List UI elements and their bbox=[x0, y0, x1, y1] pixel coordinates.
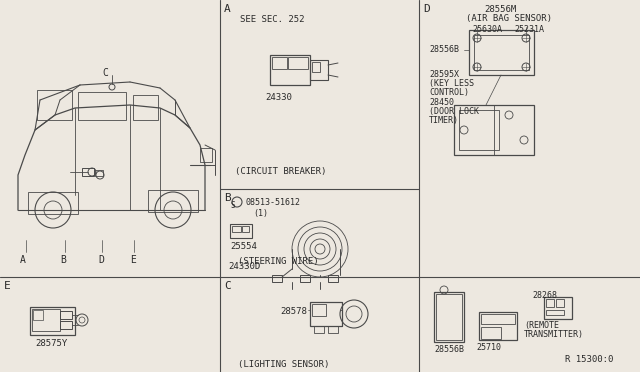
Bar bbox=[469, 30, 534, 75]
Bar bbox=[300, 275, 310, 282]
Text: (LIGHTING SENSOR): (LIGHTING SENSOR) bbox=[238, 360, 330, 369]
Text: A: A bbox=[224, 4, 231, 14]
Text: 28556B: 28556B bbox=[429, 45, 459, 54]
Bar bbox=[454, 105, 534, 155]
Bar bbox=[270, 55, 310, 85]
Text: (REMOTE: (REMOTE bbox=[524, 321, 559, 330]
Bar bbox=[148, 190, 198, 212]
Bar bbox=[230, 224, 252, 238]
Text: (CIRCUIT BREAKER): (CIRCUIT BREAKER) bbox=[235, 167, 326, 176]
Bar bbox=[310, 60, 328, 80]
Bar bbox=[328, 326, 338, 333]
Text: 28556M: 28556M bbox=[484, 5, 516, 14]
Text: C: C bbox=[102, 68, 108, 78]
Bar bbox=[242, 226, 249, 232]
Text: (AIR BAG SENSOR): (AIR BAG SENSOR) bbox=[466, 14, 552, 23]
Text: 28450: 28450 bbox=[429, 98, 454, 107]
Bar bbox=[312, 62, 320, 72]
Bar bbox=[310, 302, 342, 326]
Text: 28575Y: 28575Y bbox=[35, 339, 67, 348]
Bar bbox=[459, 110, 499, 150]
Bar bbox=[436, 294, 462, 340]
Bar bbox=[232, 226, 241, 232]
Text: 28595X: 28595X bbox=[429, 70, 459, 79]
Bar bbox=[200, 148, 212, 162]
Text: 28268: 28268 bbox=[532, 291, 557, 300]
Bar bbox=[272, 57, 287, 69]
Text: 24330D: 24330D bbox=[228, 262, 260, 271]
Bar bbox=[60, 321, 72, 329]
Text: D: D bbox=[423, 4, 429, 14]
Text: A: A bbox=[20, 255, 26, 265]
Bar bbox=[481, 327, 501, 339]
Text: 28556B: 28556B bbox=[434, 345, 464, 354]
Bar bbox=[544, 297, 572, 319]
Text: 24330: 24330 bbox=[265, 93, 292, 102]
Text: E: E bbox=[4, 281, 11, 291]
Bar bbox=[32, 309, 60, 331]
Bar bbox=[479, 312, 517, 340]
Text: 25231A: 25231A bbox=[514, 25, 544, 34]
Bar bbox=[95, 170, 103, 176]
Text: 25630A: 25630A bbox=[472, 25, 502, 34]
Text: E: E bbox=[130, 255, 136, 265]
Bar bbox=[328, 275, 338, 282]
Bar bbox=[133, 95, 158, 120]
Text: D: D bbox=[98, 255, 104, 265]
Bar bbox=[60, 311, 72, 319]
Text: (1): (1) bbox=[253, 209, 268, 218]
Text: C: C bbox=[224, 281, 231, 291]
Text: 28578: 28578 bbox=[280, 307, 307, 316]
Bar bbox=[78, 92, 126, 120]
Text: 25554: 25554 bbox=[230, 242, 257, 251]
Bar bbox=[314, 326, 324, 333]
Text: TRANSMITTER): TRANSMITTER) bbox=[524, 330, 584, 339]
Text: (DOOR LOCK: (DOOR LOCK bbox=[429, 107, 479, 116]
Text: (KEY LESS: (KEY LESS bbox=[429, 79, 474, 88]
Bar bbox=[312, 304, 326, 316]
Bar bbox=[481, 314, 515, 324]
Text: CONTROL): CONTROL) bbox=[429, 88, 469, 97]
Bar bbox=[37, 90, 72, 120]
Text: SEE SEC. 252: SEE SEC. 252 bbox=[240, 15, 305, 24]
Text: B: B bbox=[224, 193, 231, 203]
Text: B: B bbox=[60, 255, 66, 265]
Bar bbox=[30, 307, 75, 335]
Bar bbox=[33, 310, 43, 320]
Bar bbox=[474, 35, 529, 70]
Bar bbox=[272, 275, 282, 282]
Bar bbox=[434, 292, 464, 342]
Bar bbox=[288, 57, 308, 69]
Bar bbox=[82, 168, 94, 176]
Text: R 15300:0: R 15300:0 bbox=[565, 355, 613, 364]
Bar bbox=[546, 299, 554, 307]
Bar bbox=[546, 310, 564, 315]
Text: 08513-51612: 08513-51612 bbox=[245, 198, 300, 207]
Text: S: S bbox=[230, 201, 236, 209]
Text: 25710: 25710 bbox=[476, 343, 501, 352]
Text: TIMER): TIMER) bbox=[429, 116, 459, 125]
Text: (STEERING WIRE): (STEERING WIRE) bbox=[238, 257, 319, 266]
Bar bbox=[556, 299, 564, 307]
Bar bbox=[28, 192, 78, 214]
